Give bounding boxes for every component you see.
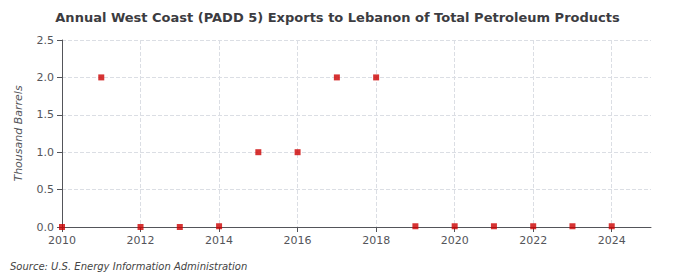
svg-text:2024: 2024	[598, 234, 626, 247]
svg-text:2012: 2012	[127, 234, 155, 247]
svg-text:2014: 2014	[205, 234, 233, 247]
svg-text:2022: 2022	[519, 234, 547, 247]
svg-text:0.5: 0.5	[37, 183, 55, 196]
svg-text:0.0: 0.0	[37, 221, 55, 234]
svg-text:2020: 2020	[441, 234, 469, 247]
svg-text:1.5: 1.5	[37, 108, 55, 121]
svg-text:2016: 2016	[284, 234, 312, 247]
svg-text:1.0: 1.0	[37, 146, 55, 159]
svg-text:2.0: 2.0	[37, 71, 55, 84]
svg-text:2.5: 2.5	[37, 34, 55, 47]
svg-text:Thousand Barrels: Thousand Barrels	[12, 85, 25, 181]
svg-text:Annual West Coast (PADD 5) Exp: Annual West Coast (PADD 5) Exports to Le…	[55, 10, 620, 25]
svg-text:2018: 2018	[362, 234, 390, 247]
svg-text:2010: 2010	[48, 234, 76, 247]
svg-text:Source: U.S. Energy Informatio: Source: U.S. Energy Information Administ…	[10, 261, 247, 272]
